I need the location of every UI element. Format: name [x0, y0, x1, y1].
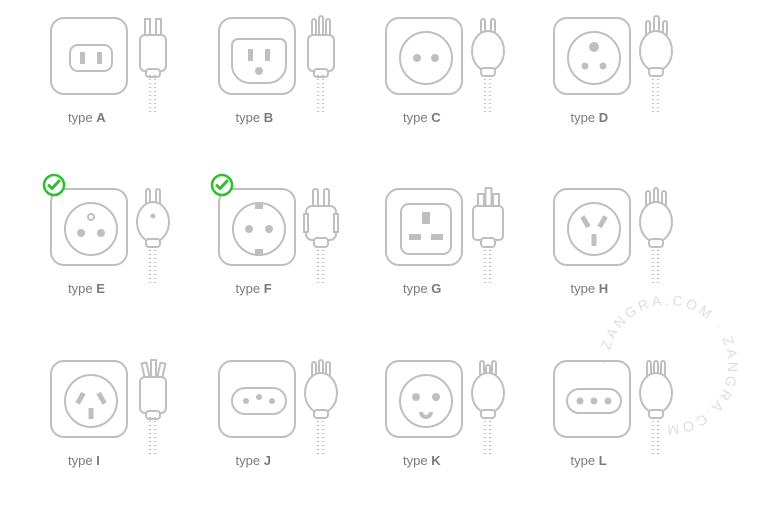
plug-label: type H: [571, 281, 609, 296]
socket-face-icon: [555, 362, 633, 445]
label-prefix: type: [68, 110, 96, 125]
plug-f-icon: [292, 184, 350, 289]
plug-cell-k: type K: [385, 353, 553, 490]
plug-cell-c: type C: [385, 10, 553, 147]
plug-l-icon: [627, 355, 685, 460]
socket-face-icon: [387, 362, 465, 445]
visual-row: [218, 353, 350, 445]
label-prefix: type: [68, 281, 96, 296]
label-letter: C: [431, 110, 440, 125]
visual-row: [50, 353, 182, 445]
plug-cell-d: type D: [553, 10, 721, 147]
plug-label: type C: [403, 110, 441, 125]
plug-label: type J: [236, 453, 271, 468]
visual-row: [385, 181, 517, 273]
plug-b-icon: [292, 13, 350, 118]
plug-cell-a: type A: [50, 10, 218, 147]
plug-label: type D: [571, 110, 609, 125]
plug-k-icon: [459, 355, 517, 460]
socket-face-icon: [555, 19, 633, 102]
label-letter: B: [264, 110, 273, 125]
label-letter: I: [96, 453, 100, 468]
socket-e: [50, 188, 128, 266]
socket-face-icon: [387, 190, 465, 273]
plug-cell-e: type E: [50, 181, 218, 318]
socket-face-icon: [220, 362, 298, 445]
visual-row: [385, 10, 517, 102]
socket-j: [218, 360, 296, 438]
plug-cell-j: type J: [218, 353, 386, 490]
plug-label: type A: [68, 110, 106, 125]
socket-face-icon: [220, 19, 298, 102]
socket-h: [553, 188, 631, 266]
socket-d: [553, 17, 631, 95]
visual-row: [50, 10, 182, 102]
plug-label: type F: [236, 281, 272, 296]
plug-cell-i: type I: [50, 353, 218, 490]
plug-c-icon: [459, 13, 517, 118]
socket-l: [553, 360, 631, 438]
plug-e-icon: [124, 184, 182, 289]
label-prefix: type: [403, 453, 431, 468]
check-icon: [42, 173, 66, 197]
label-letter: A: [96, 110, 105, 125]
label-letter: J: [264, 453, 271, 468]
plug-label: type B: [236, 110, 274, 125]
socket-face-icon: [52, 362, 130, 445]
socket-c: [385, 17, 463, 95]
plug-label: type I: [68, 453, 100, 468]
visual-row: [218, 10, 350, 102]
plug-i-icon: [124, 355, 182, 460]
socket-face-icon: [52, 19, 130, 102]
label-letter: H: [599, 281, 608, 296]
socket-f: [218, 188, 296, 266]
plug-cell-l: type L: [553, 353, 721, 490]
label-prefix: type: [236, 281, 264, 296]
socket-a: [50, 17, 128, 95]
socket-face-icon: [220, 190, 298, 273]
label-prefix: type: [236, 110, 264, 125]
plug-cell-g: type G: [385, 181, 553, 318]
label-letter: G: [431, 281, 441, 296]
label-letter: F: [264, 281, 272, 296]
plug-a-icon: [124, 13, 182, 118]
check-icon: [210, 173, 234, 197]
plug-label: type K: [403, 453, 441, 468]
label-prefix: type: [571, 281, 599, 296]
plug-cell-f: type F: [218, 181, 386, 318]
socket-face-icon: [52, 190, 130, 273]
label-prefix: type: [571, 110, 599, 125]
plug-cell-h: type H: [553, 181, 721, 318]
plug-j-icon: [292, 355, 350, 460]
plug-g-icon: [459, 184, 517, 289]
socket-i: [50, 360, 128, 438]
label-prefix: type: [68, 453, 96, 468]
socket-face-icon: [555, 190, 633, 273]
plug-grid: type A type B: [0, 0, 720, 490]
plug-label: type E: [68, 281, 105, 296]
label-prefix: type: [571, 453, 599, 468]
visual-row: [50, 181, 182, 273]
socket-face-icon: [387, 19, 465, 102]
label-letter: D: [599, 110, 608, 125]
visual-row: [385, 353, 517, 445]
plug-d-icon: [627, 13, 685, 118]
label-letter: L: [599, 453, 607, 468]
label-prefix: type: [236, 453, 264, 468]
visual-row: [553, 10, 685, 102]
plug-cell-b: type B: [218, 10, 386, 147]
socket-k: [385, 360, 463, 438]
plug-label: type G: [403, 281, 441, 296]
label-prefix: type: [403, 281, 431, 296]
plug-label: type L: [571, 453, 607, 468]
visual-row: [553, 353, 685, 445]
socket-b: [218, 17, 296, 95]
socket-g: [385, 188, 463, 266]
visual-row: [218, 181, 350, 273]
label-letter: E: [96, 281, 105, 296]
label-letter: K: [431, 453, 440, 468]
plug-h-icon: [627, 184, 685, 289]
visual-row: [553, 181, 685, 273]
label-prefix: type: [403, 110, 431, 125]
